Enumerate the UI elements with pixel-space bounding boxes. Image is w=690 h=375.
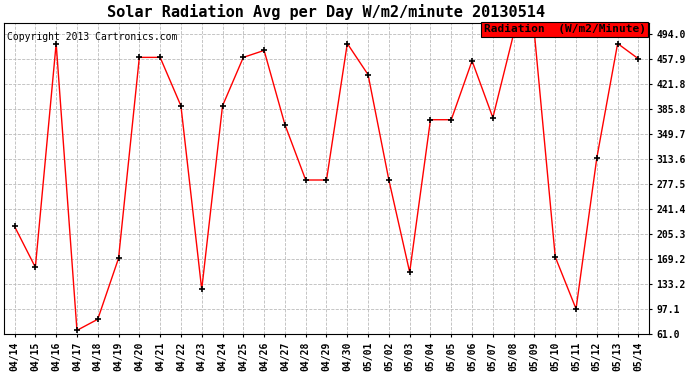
Text: Copyright 2013 Cartronics.com: Copyright 2013 Cartronics.com: [8, 32, 178, 42]
Title: Solar Radiation Avg per Day W/m2/minute 20130514: Solar Radiation Avg per Day W/m2/minute …: [108, 4, 546, 20]
Text: Radiation  (W/m2/Minute): Radiation (W/m2/Minute): [484, 24, 646, 34]
